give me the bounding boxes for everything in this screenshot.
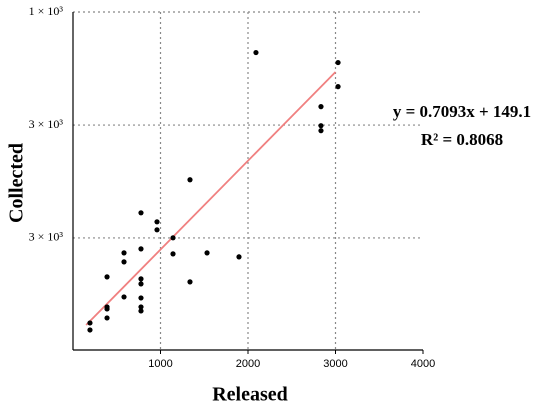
x-tick-label: 4000 — [411, 358, 435, 370]
point — [253, 49, 259, 56]
equation: y = 0.7093x + 149.1 — [393, 102, 531, 121]
point — [318, 104, 324, 110]
x-tick-label: 3000 — [323, 358, 347, 370]
y-tick-label: 1 × 10³ — [29, 4, 64, 18]
point — [236, 254, 242, 260]
point — [138, 308, 144, 314]
point — [318, 123, 324, 129]
point — [87, 320, 93, 326]
point — [335, 84, 341, 90]
point — [138, 295, 144, 301]
y-axis-label: Collected — [6, 143, 28, 223]
point — [87, 327, 93, 333]
point — [154, 227, 160, 233]
point — [138, 304, 144, 310]
point — [138, 210, 144, 216]
point — [121, 294, 127, 300]
x-axis-label: Released — [212, 384, 288, 406]
point — [187, 279, 193, 285]
point — [121, 250, 127, 256]
x-tick-label: 1000 — [148, 358, 172, 370]
point — [138, 276, 144, 282]
point — [121, 259, 127, 265]
point — [170, 251, 176, 257]
point — [204, 250, 210, 256]
x-tick-label: 2000 — [236, 358, 260, 370]
y-tick-label: 3 × 10³ — [29, 117, 64, 131]
point — [318, 128, 324, 134]
point — [170, 235, 176, 241]
point — [104, 306, 110, 312]
y-tick-label: 3 × 10³ — [29, 230, 64, 244]
point — [138, 281, 144, 287]
point — [154, 219, 160, 225]
point — [138, 246, 144, 252]
r-squared: R² = 0.8068 — [421, 130, 503, 149]
point — [104, 315, 110, 321]
point — [335, 59, 341, 66]
trendline — [85, 71, 337, 326]
point — [104, 274, 110, 280]
point — [187, 177, 193, 183]
